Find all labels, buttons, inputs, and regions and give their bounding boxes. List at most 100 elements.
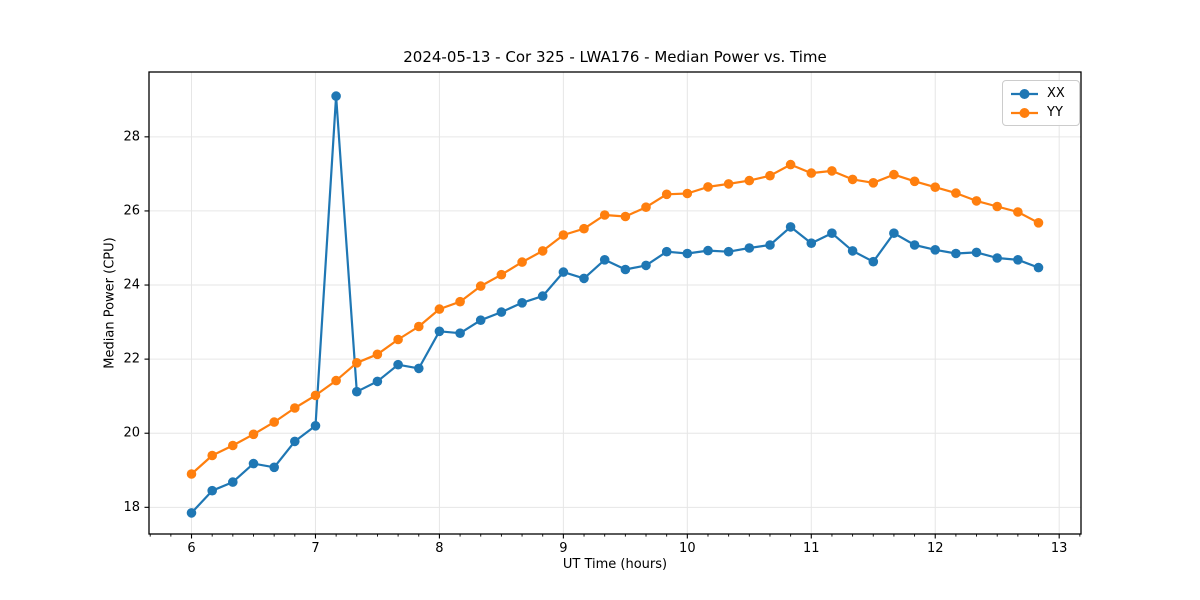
data-point-XX — [352, 386, 362, 397]
data-point-XX — [744, 243, 755, 253]
data-point-XX — [186, 508, 197, 518]
y-tick-label: 24 — [123, 278, 140, 293]
data-point-YY — [579, 223, 589, 234]
legend-item-xx: XX — [1010, 85, 1072, 103]
data-point-YY — [785, 159, 796, 170]
data-point-XX — [434, 326, 445, 337]
data-point-YY — [971, 196, 982, 206]
data-point-YY — [393, 334, 403, 345]
x-tick-label: 8 — [435, 541, 443, 556]
plot-border — [148, 71, 1082, 535]
data-point-XX — [248, 458, 259, 469]
data-point-XX — [868, 256, 879, 267]
data-point-XX — [703, 245, 713, 256]
series-YY — [186, 159, 1044, 479]
data-point-XX — [558, 267, 569, 277]
x-tick-label: 12 — [927, 541, 944, 556]
data-point-YY — [310, 390, 321, 401]
data-point-XX — [930, 245, 940, 255]
data-point-YY — [620, 211, 631, 222]
data-point-YY — [455, 296, 465, 307]
legend: XX YY — [1002, 80, 1080, 126]
chart-title: 2024-05-13 - Cor 325 - LWA176 - Median P… — [403, 48, 827, 66]
data-point-YY — [682, 188, 693, 199]
data-point-YY — [889, 169, 899, 180]
data-point-YY — [765, 170, 775, 181]
x-tick-label: 7 — [311, 541, 319, 556]
x-tick-label: 9 — [559, 541, 567, 556]
data-point-XX — [909, 240, 920, 250]
data-point-XX — [537, 291, 548, 301]
data-point-YY — [517, 257, 527, 267]
legend-label-yy: YY — [1047, 105, 1063, 120]
data-point-YY — [703, 182, 713, 192]
data-point-YY — [930, 182, 940, 192]
data-point-XX — [290, 436, 300, 447]
data-point-XX — [310, 421, 321, 431]
data-point-XX — [785, 222, 796, 232]
data-point-YY — [290, 403, 300, 413]
data-point-XX — [682, 248, 693, 259]
y-tick-label: 18 — [123, 500, 140, 515]
data-point-XX — [723, 246, 734, 257]
data-point-YY — [827, 166, 837, 176]
data-point-YY — [806, 168, 817, 178]
y-tick-label: 28 — [123, 129, 140, 144]
data-point-XX — [475, 315, 486, 326]
data-point-XX — [599, 254, 610, 265]
y-tick-label: 22 — [123, 352, 140, 367]
data-point-YY — [248, 429, 259, 440]
data-point-XX — [517, 298, 527, 308]
data-point-YY — [847, 174, 858, 185]
x-tick-label: 6 — [187, 541, 195, 556]
grid-lines — [149, 72, 1081, 534]
data-point-YY — [228, 440, 238, 451]
data-point-YY — [372, 349, 383, 360]
data-point-XX — [372, 376, 383, 387]
y-tick-label: 20 — [123, 426, 140, 441]
data-point-XX — [496, 307, 507, 317]
y-tick-label: 26 — [123, 203, 140, 218]
data-point-XX — [207, 485, 217, 496]
y-axis-label: Median Power (CPU) — [102, 237, 118, 369]
data-point-YY — [186, 469, 197, 479]
data-point-YY — [992, 201, 1002, 212]
data-point-XX — [414, 363, 424, 374]
data-point-YY — [1013, 207, 1023, 217]
data-point-YY — [661, 189, 672, 200]
data-point-YY — [414, 321, 424, 332]
data-point-XX — [951, 248, 961, 259]
data-point-XX — [228, 477, 238, 487]
data-point-YY — [558, 230, 569, 240]
data-point-XX — [620, 264, 631, 275]
legend-label-xx: XX — [1047, 86, 1065, 101]
data-point-XX — [992, 253, 1002, 263]
data-point-XX — [889, 228, 899, 238]
data-point-XX — [269, 462, 280, 473]
axis-ticks: 6 7 8 9 10 11 12 13 18 20 22 24 26 28 — [123, 129, 1081, 556]
data-point-YY — [475, 281, 486, 291]
data-point-YY — [599, 210, 610, 220]
series-line-XX — [190, 94, 1040, 515]
data-point-XX — [1013, 254, 1023, 265]
x-tick-label: 11 — [803, 541, 820, 556]
data-point-YY — [331, 375, 341, 386]
data-point-XX — [1033, 262, 1044, 273]
data-point-XX — [827, 228, 837, 238]
legend-item-yy: YY — [1010, 104, 1072, 122]
data-point-YY — [537, 246, 548, 256]
data-point-XX — [641, 260, 651, 271]
legend-line-marker-icon — [1011, 107, 1038, 118]
x-axis-label: UT Time (hours) — [562, 557, 668, 572]
x-tick-label: 13 — [1051, 541, 1068, 556]
data-point-YY — [723, 179, 734, 189]
data-point-YY — [496, 269, 507, 280]
data-point-XX — [393, 359, 403, 370]
data-point-YY — [207, 450, 217, 461]
x-tick-label: 10 — [679, 541, 696, 556]
data-point-XX — [765, 240, 775, 250]
data-point-YY — [269, 417, 280, 427]
data-point-YY — [744, 175, 755, 186]
data-point-XX — [806, 238, 817, 248]
